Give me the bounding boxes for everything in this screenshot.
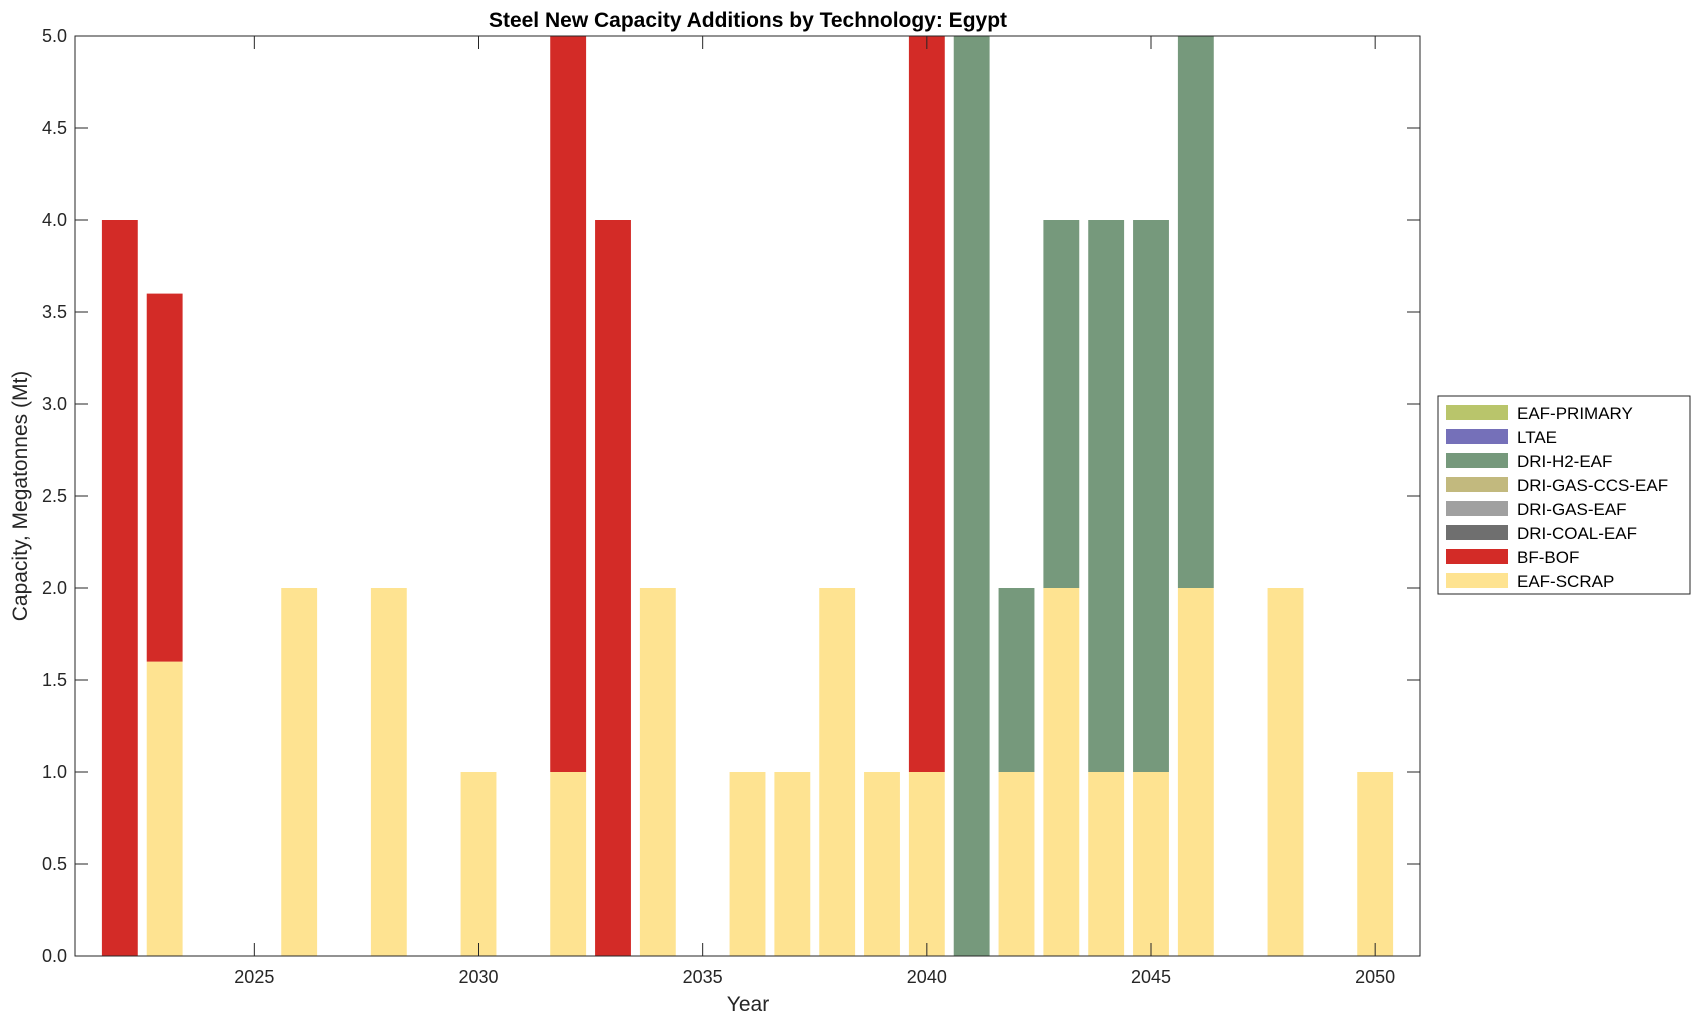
bar-dri-h2-eaf-2042: [998, 588, 1035, 772]
x-tick-label-2030: 2030: [458, 967, 498, 987]
bar-eaf-scrap-2026: [281, 588, 318, 956]
bar-bf-bof-2023: [146, 293, 183, 662]
x-tick-label-2050: 2050: [1355, 967, 1395, 987]
bar-eaf-scrap-2048: [1267, 588, 1304, 956]
bar-bf-bof-2040: [908, 36, 945, 772]
bar-eaf-scrap-2043: [1043, 588, 1080, 956]
bar-bf-bof-2022: [101, 220, 138, 956]
bar-eaf-scrap-2023: [146, 661, 183, 956]
bar-eaf-scrap-2039: [864, 772, 900, 956]
legend-label-dri-gas-eaf: DRI-GAS-EAF: [1517, 500, 1627, 519]
y-tick-label-1-5: 1.5: [42, 670, 67, 690]
legend-swatch-bf-bof: [1446, 549, 1508, 564]
bar-eaf-scrap-2040: [908, 772, 945, 956]
x-tick-label-2045: 2045: [1131, 967, 1171, 987]
bar-dri-h2-eaf-2045: [1133, 220, 1169, 772]
bar-eaf-scrap-2036: [729, 772, 766, 956]
legend-label-bf-bof: BF-BOF: [1517, 548, 1579, 567]
bar-dri-h2-eaf-2044: [1088, 220, 1125, 772]
legend-swatch-eaf-primary: [1446, 405, 1508, 420]
legend-swatch-ltae: [1446, 429, 1508, 444]
bar-dri-h2-eaf-2046: [1177, 36, 1214, 588]
bar-bf-bof-2032: [550, 36, 587, 772]
bar-eaf-scrap-2037: [774, 772, 811, 956]
x-axis-label: Year: [727, 993, 769, 1016]
chart-title: Steel New Capacity Additions by Technolo…: [489, 9, 1007, 32]
bars-layer: [101, 36, 1394, 956]
ticks-layer: 2025 2030 2035 2040 2045 2050 0.0 0.5 1.0 1.5 2.0 2…: [42, 26, 1420, 987]
x-tick-label-2035: 2035: [683, 967, 723, 987]
legend-items: EAF-PRIMARY LTAE DRI-H2-EAF DRI-GAS-CCS-EAF…: [1446, 404, 1668, 591]
legend-label-ltae: LTAE: [1517, 428, 1557, 447]
bar-bf-bof-2033: [595, 220, 631, 956]
y-tick-label-0: 0.0: [42, 946, 67, 966]
bar-eaf-scrap-2038: [819, 588, 856, 956]
bar-eaf-scrap-2032: [550, 772, 587, 956]
y-tick-label-2-5: 2.5: [42, 486, 67, 506]
legend-label-eaf-scrap: EAF-SCRAP: [1517, 572, 1614, 591]
bar-eaf-scrap-2042: [998, 772, 1035, 956]
bar-dri-h2-eaf-2043: [1043, 220, 1080, 588]
y-tick-label-3-5: 3.5: [42, 302, 67, 322]
x-tick-label-2025: 2025: [234, 967, 274, 987]
bar-eaf-scrap-2046: [1177, 588, 1214, 956]
legend-label-dri-h2-eaf: DRI-H2-EAF: [1517, 452, 1612, 471]
bar-eaf-scrap-2034: [639, 588, 676, 956]
bar-eaf-scrap-2044: [1088, 772, 1125, 956]
bar-dri-h2-eaf-2041: [953, 36, 990, 956]
bar-eaf-scrap-2045: [1133, 772, 1169, 956]
legend: EAF-PRIMARY LTAE DRI-H2-EAF DRI-GAS-CCS-EAF…: [1437, 395, 1691, 595]
legend-swatch-dri-gas-eaf: [1446, 501, 1508, 516]
legend-swatch-dri-gas-ccs-eaf: [1446, 477, 1508, 492]
legend-label-dri-gas-ccs-eaf: DRI-GAS-CCS-EAF: [1517, 476, 1668, 495]
y-tick-label-0-5: 0.5: [42, 854, 67, 874]
y-tick-label-2: 2.0: [42, 578, 67, 598]
x-tick-label-2040: 2040: [907, 967, 947, 987]
legend-label-dri-coal-eaf: DRI-COAL-EAF: [1517, 524, 1637, 543]
bar-eaf-scrap-2030: [460, 772, 497, 956]
y-axis-label: Capacity, Megatonnes (Mt): [9, 371, 32, 622]
bar-eaf-scrap-2050: [1357, 772, 1394, 956]
y-tick-label-1: 1.0: [42, 762, 67, 782]
y-tick-label-3: 3.0: [42, 394, 67, 414]
bar-eaf-scrap-2028: [370, 588, 407, 956]
legend-label-eaf-primary: EAF-PRIMARY: [1517, 404, 1633, 423]
legend-swatch-eaf-scrap: [1446, 573, 1508, 588]
legend-swatch-dri-coal-eaf: [1446, 525, 1508, 540]
y-tick-label-5: 5.0: [42, 26, 67, 46]
legend-swatch-dri-h2-eaf: [1446, 453, 1508, 468]
y-tick-label-4: 4.0: [42, 210, 67, 230]
y-tick-label-4-5: 4.5: [42, 118, 67, 138]
